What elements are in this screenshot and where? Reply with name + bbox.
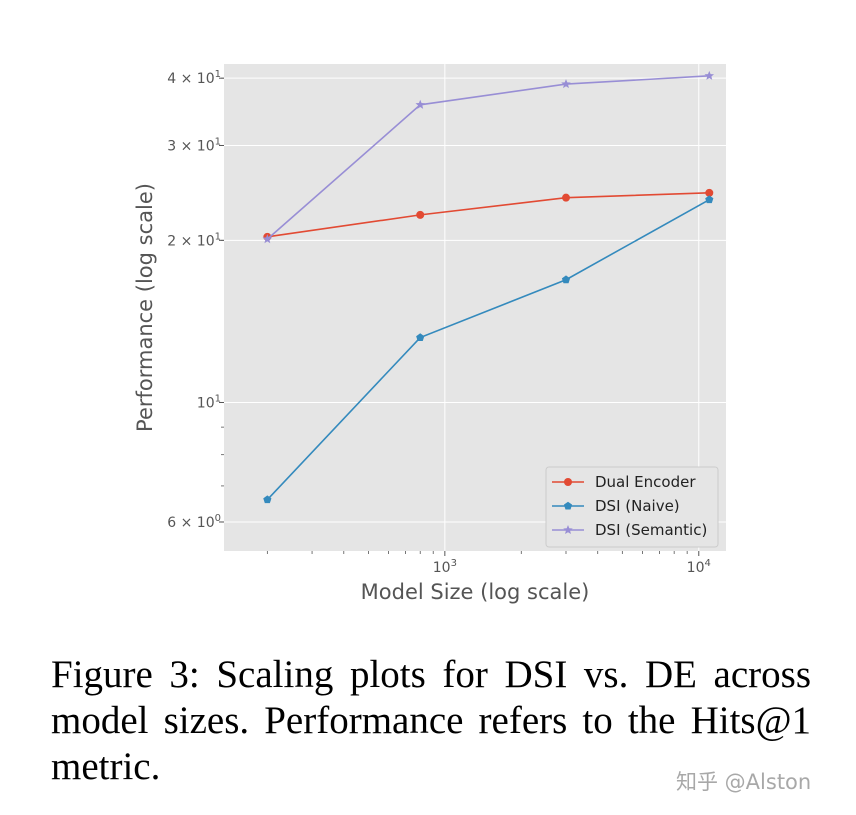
y-tick-label: 2 × 101 (167, 231, 221, 249)
legend: Dual Encoder DSI (Naive) DSI (Semantic) (545, 466, 719, 548)
y-tick-label: 6 × 100 (167, 513, 221, 531)
data-point-dsi-semantic (561, 79, 571, 89)
x-tick-label: 104 (687, 558, 711, 576)
legend-marker-dsi-naive (563, 501, 573, 510)
axis-ticks: 103 104 6 × 100 101 2 × 101 3 × 101 4 × 101 (167, 69, 711, 576)
data-point-dual-encoder (705, 188, 714, 197)
scaling-chart: 103 104 6 × 100 101 2 × 101 3 × 101 4 × 101 Du… (133, 64, 726, 604)
series-layer (262, 70, 715, 504)
x-tick-label: 103 (433, 558, 457, 576)
grid-lines (224, 64, 726, 551)
data-point-dual-encoder (416, 210, 425, 219)
data-point-dsi-naive (561, 275, 571, 284)
y-axis-label: Performance (log scale) (133, 183, 157, 432)
series-line-dsi-semantic (266, 75, 710, 240)
watermark: 知乎 @Alston (676, 770, 812, 794)
legend-label-dsi-naive: DSI (Naive) (595, 497, 680, 515)
legend-label-dsi-semantic: DSI (Semantic) (595, 521, 707, 539)
y-tick-label: 3 × 101 (167, 136, 221, 154)
y-tick-label: 4 × 101 (167, 69, 221, 87)
figure-caption: Figure 3: Scaling plots for DSI vs. DE a… (51, 653, 811, 788)
legend-box (545, 466, 719, 548)
legend-label-dual-encoder: Dual Encoder (595, 473, 696, 491)
data-point-dsi-naive (263, 495, 272, 504)
data-point-dsi-naive (705, 195, 714, 204)
legend-marker-dual-encoder (564, 478, 572, 486)
data-point-dsi-semantic (704, 70, 715, 80)
data-point-dsi-semantic (415, 99, 425, 109)
y-tick-label: 101 (197, 393, 221, 411)
data-point-dual-encoder (561, 193, 570, 202)
data-point-dsi-naive (416, 333, 425, 342)
series-line-dsi-naive (266, 198, 710, 501)
data-point-dsi-semantic (262, 234, 273, 244)
series-line-dual-encoder (267, 192, 710, 238)
x-axis-label: Model Size (log scale) (361, 580, 590, 604)
legend-marker-dsi-semantic (563, 525, 573, 535)
